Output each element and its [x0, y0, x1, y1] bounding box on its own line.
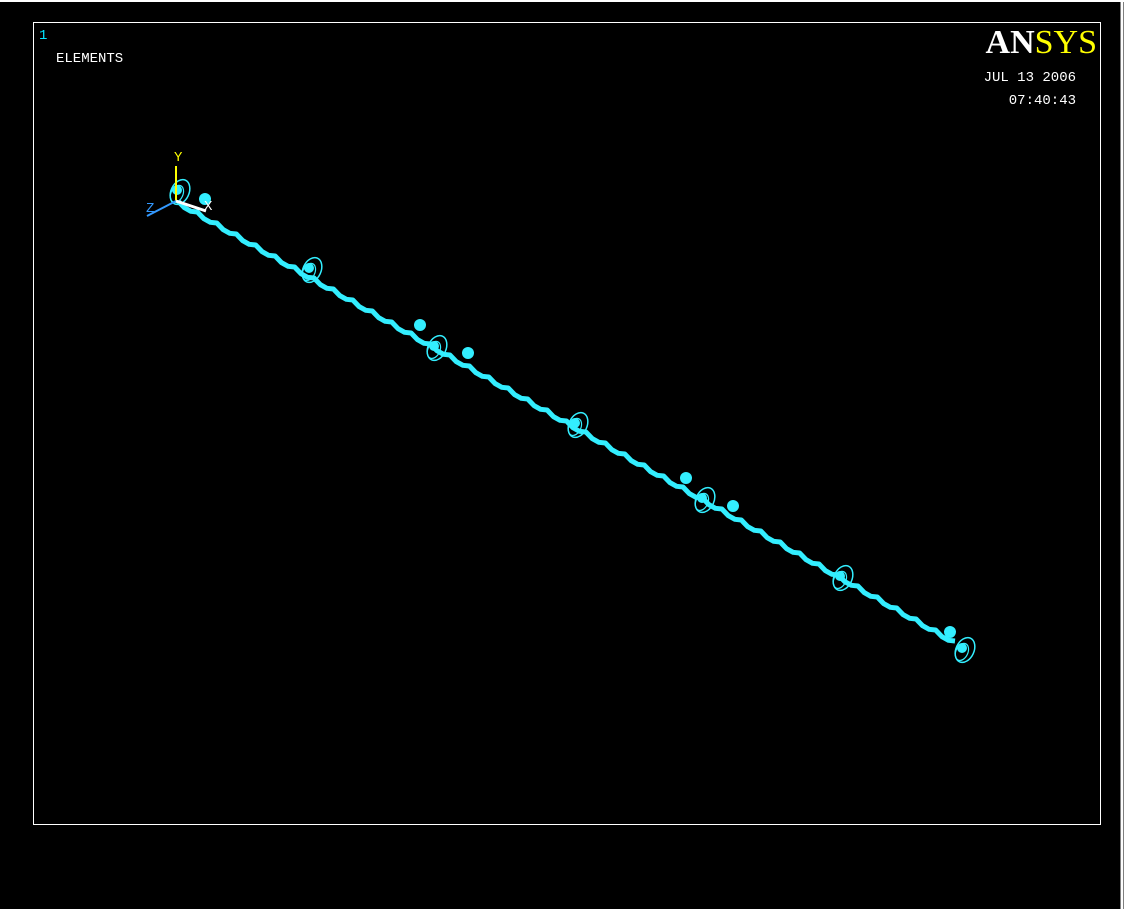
- graphics-window: 1 ELEMENTS ANSYS JUL 13 2006 07:40:43 Y …: [0, 0, 1124, 909]
- support-node: [570, 418, 580, 428]
- date: JUL 13 2006: [984, 70, 1076, 86]
- lumped-mass: [944, 626, 956, 638]
- lumped-mass: [680, 472, 692, 484]
- plot-label: ELEMENTS: [56, 51, 123, 67]
- logo: ANSYS: [986, 24, 1097, 61]
- logo-part: AN: [986, 24, 1036, 61]
- support-node: [957, 643, 967, 653]
- time: 07:40:43: [1009, 93, 1076, 109]
- logo-part: SYS: [1035, 24, 1097, 61]
- triad-label: Z: [146, 201, 154, 217]
- page: 1 ELEMENTS ANSYS JUL 13 2006 07:40:43 Y …: [0, 0, 1124, 909]
- support-node: [429, 341, 439, 351]
- triad-label: X: [204, 199, 213, 215]
- background: [0, 0, 1124, 909]
- window-number: 1: [39, 28, 47, 44]
- lumped-mass: [414, 319, 426, 331]
- lumped-mass: [727, 500, 739, 512]
- support-node: [304, 263, 314, 273]
- lumped-mass: [462, 347, 474, 359]
- triad-label: Y: [174, 150, 183, 166]
- support-node: [835, 571, 845, 581]
- support-node: [697, 493, 707, 503]
